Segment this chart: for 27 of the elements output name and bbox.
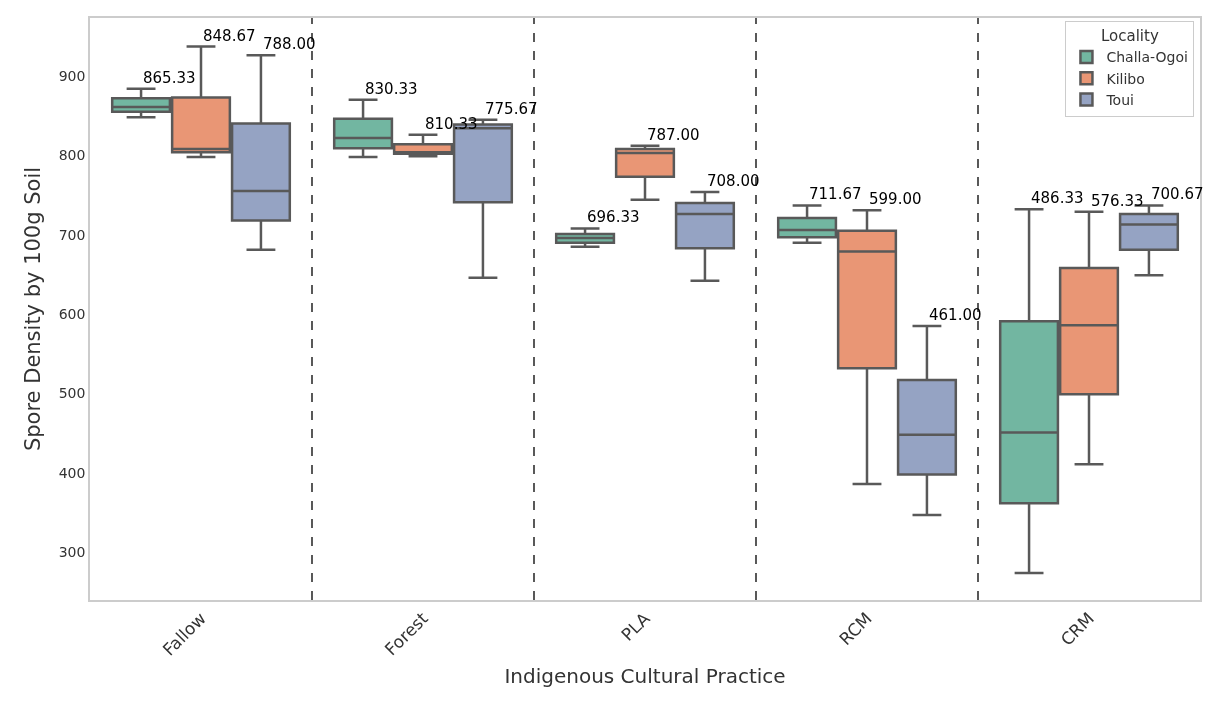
text: 711.67 <box>809 185 862 203</box>
y-tick-label: 300 <box>58 544 86 561</box>
text: 830.33 <box>365 80 418 98</box>
text: 865.33 <box>143 69 196 87</box>
legend-label: Kilibo <box>1106 70 1145 87</box>
y-tick-label: 500 <box>58 385 86 402</box>
x-axis-title: Indigenous Cultural Practice <box>504 663 786 688</box>
text: 848.67 <box>203 27 256 45</box>
y-tick-label: 900 <box>58 67 86 84</box>
x-tick-label: PLA <box>617 608 655 645</box>
text: 461.00 <box>929 306 982 324</box>
legend-label: Challa-Ogoi <box>1106 49 1188 66</box>
text: 788.00 <box>263 35 316 53</box>
text: 599.00 <box>869 190 922 208</box>
y-axis-title: Spore Density by 100g Soil <box>21 166 46 452</box>
text: 787.00 <box>647 126 700 144</box>
y-tick-label: 600 <box>58 306 86 323</box>
text: 810.33 <box>425 115 478 133</box>
y-tick-label: 400 <box>58 464 86 481</box>
legend-label: Toui <box>1105 91 1134 108</box>
y-tick-label: 700 <box>58 226 86 243</box>
legend-title: Locality <box>1100 27 1159 46</box>
text: 486.33 <box>1031 189 1084 207</box>
text: 696.33 <box>587 208 640 226</box>
y-tick-label: 800 <box>58 147 86 164</box>
text: 576.33 <box>1091 192 1144 210</box>
text: 700.67 <box>1151 185 1204 203</box>
